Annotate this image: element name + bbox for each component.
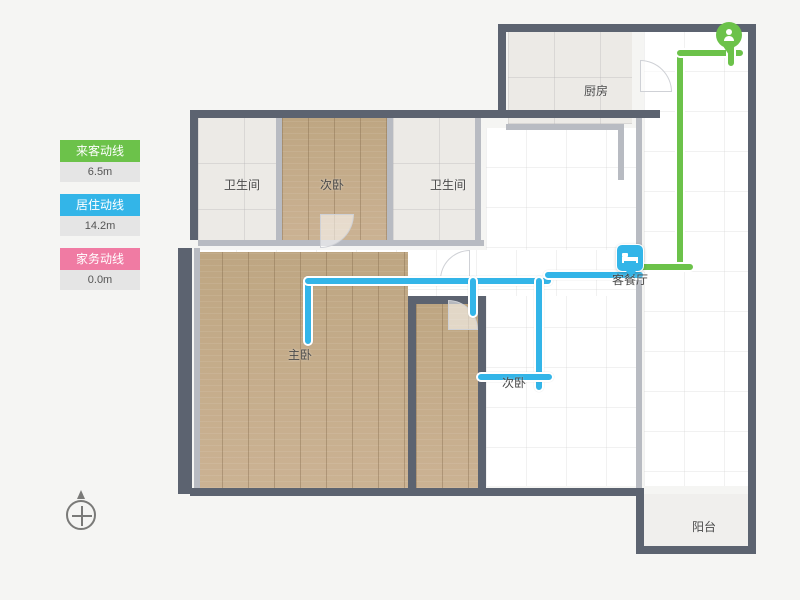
inner-wall bbox=[194, 248, 200, 488]
inner-wall bbox=[475, 118, 481, 246]
inner-wall bbox=[618, 124, 624, 180]
legend-row-living: 居住动线 14.2m bbox=[60, 194, 140, 236]
start-badge-bed-icon bbox=[616, 244, 644, 272]
outer-wall bbox=[408, 296, 416, 494]
room-label: 次卧 bbox=[320, 176, 344, 193]
inner-wall bbox=[387, 118, 393, 246]
guest-path-segment bbox=[675, 48, 685, 272]
person-pin-icon bbox=[716, 22, 742, 56]
room-label: 卫生间 bbox=[224, 176, 260, 193]
outer-wall bbox=[190, 110, 660, 118]
outer-wall bbox=[478, 296, 486, 494]
outer-wall bbox=[636, 546, 756, 554]
outer-wall bbox=[636, 494, 644, 552]
legend-row-guest: 来客动线 6.5m bbox=[60, 140, 140, 182]
living-path-segment bbox=[303, 276, 313, 346]
room-label: 卫生间 bbox=[430, 176, 466, 193]
outer-wall bbox=[748, 24, 756, 554]
legend-guest-label: 来客动线 bbox=[60, 140, 140, 162]
outer-wall bbox=[178, 248, 192, 494]
legend-chore-value: 0.0m bbox=[60, 270, 140, 290]
outer-wall bbox=[498, 24, 506, 118]
stage: 来客动线 6.5m 居住动线 14.2m 家务动线 0.0m 厨房卫生间次卧卫生… bbox=[0, 0, 800, 600]
inner-wall bbox=[198, 240, 484, 246]
living-path-segment bbox=[303, 276, 553, 286]
inner-wall bbox=[276, 118, 282, 246]
compass-icon bbox=[64, 490, 98, 538]
legend: 来客动线 6.5m 居住动线 14.2m 家务动线 0.0m bbox=[60, 140, 140, 302]
room-floor bbox=[486, 128, 636, 486]
room-floor bbox=[196, 252, 408, 488]
legend-row-chore: 家务动线 0.0m bbox=[60, 248, 140, 290]
outer-wall bbox=[190, 488, 644, 496]
legend-living-label: 居住动线 bbox=[60, 194, 140, 216]
legend-chore-label: 家务动线 bbox=[60, 248, 140, 270]
room-label: 主卧 bbox=[288, 346, 312, 363]
room-floor bbox=[644, 32, 748, 486]
room-label: 厨房 bbox=[584, 82, 608, 99]
inner-wall bbox=[506, 124, 624, 130]
legend-living-value: 14.2m bbox=[60, 216, 140, 236]
legend-guest-value: 6.5m bbox=[60, 162, 140, 182]
inner-wall bbox=[636, 118, 642, 494]
room-label: 次卧 bbox=[502, 374, 526, 391]
living-path-segment bbox=[468, 276, 478, 318]
outer-wall bbox=[190, 110, 198, 240]
room-label: 阳台 bbox=[692, 518, 716, 535]
